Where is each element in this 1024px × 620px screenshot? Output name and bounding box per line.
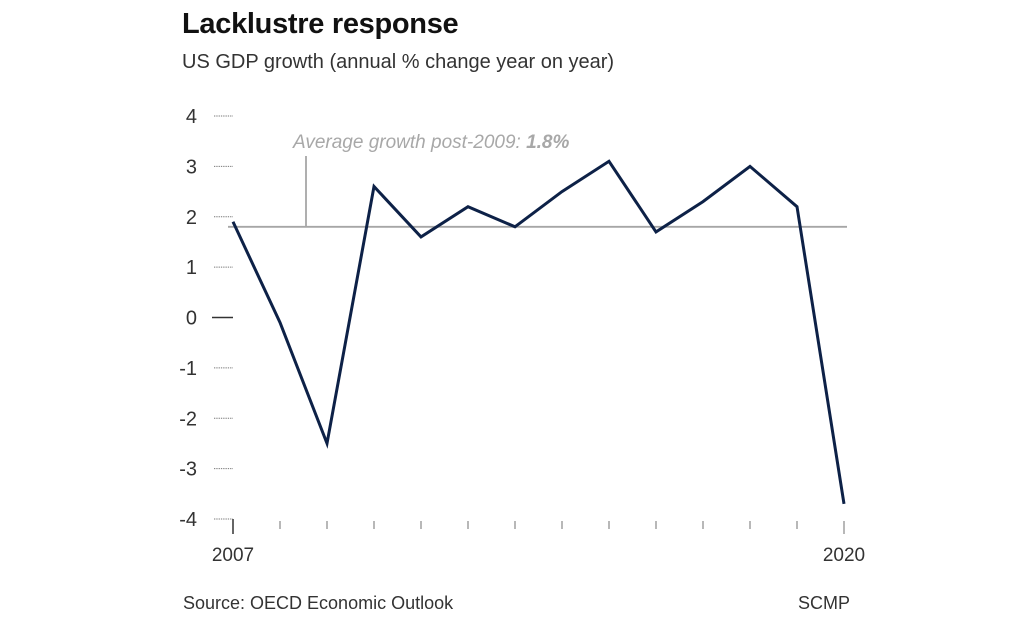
chart-title: Lacklustre response — [182, 8, 459, 40]
y-tick-label: 4 — [186, 106, 197, 128]
y-axis: 4 3 2 1 0 -1 -2 -3 -4 — [179, 106, 233, 531]
y-tick-label: -3 — [179, 459, 197, 481]
y-tick-label: -4 — [179, 509, 197, 531]
y-tick-label: 2 — [186, 207, 197, 229]
average-annotation: Average growth post-2009: 1.8% — [292, 132, 569, 153]
y-tick-label: -2 — [179, 408, 197, 430]
annotation-value: 1.8% — [526, 132, 569, 153]
y-tick-label: 3 — [186, 156, 197, 178]
average-reference: Average growth post-2009: 1.8% — [228, 132, 847, 228]
y-tick-label: 0 — [186, 308, 197, 330]
source-note: Source: OECD Economic Outlook — [183, 593, 454, 613]
x-axis: 2007 2020 — [212, 519, 865, 566]
publisher-credit: SCMP — [797, 593, 850, 613]
annotation-label: Average growth post-2009: — [292, 132, 526, 153]
x-tick-label: 2007 — [212, 545, 254, 566]
chart-subtitle: US GDP growth (annual % change year on y… — [182, 51, 615, 73]
y-tick-label: -1 — [179, 358, 197, 380]
y-tick-label: 1 — [186, 257, 197, 279]
series-group — [231, 159, 846, 505]
x-tick-label: 2020 — [823, 545, 865, 566]
gdp-growth-line — [231, 159, 846, 505]
